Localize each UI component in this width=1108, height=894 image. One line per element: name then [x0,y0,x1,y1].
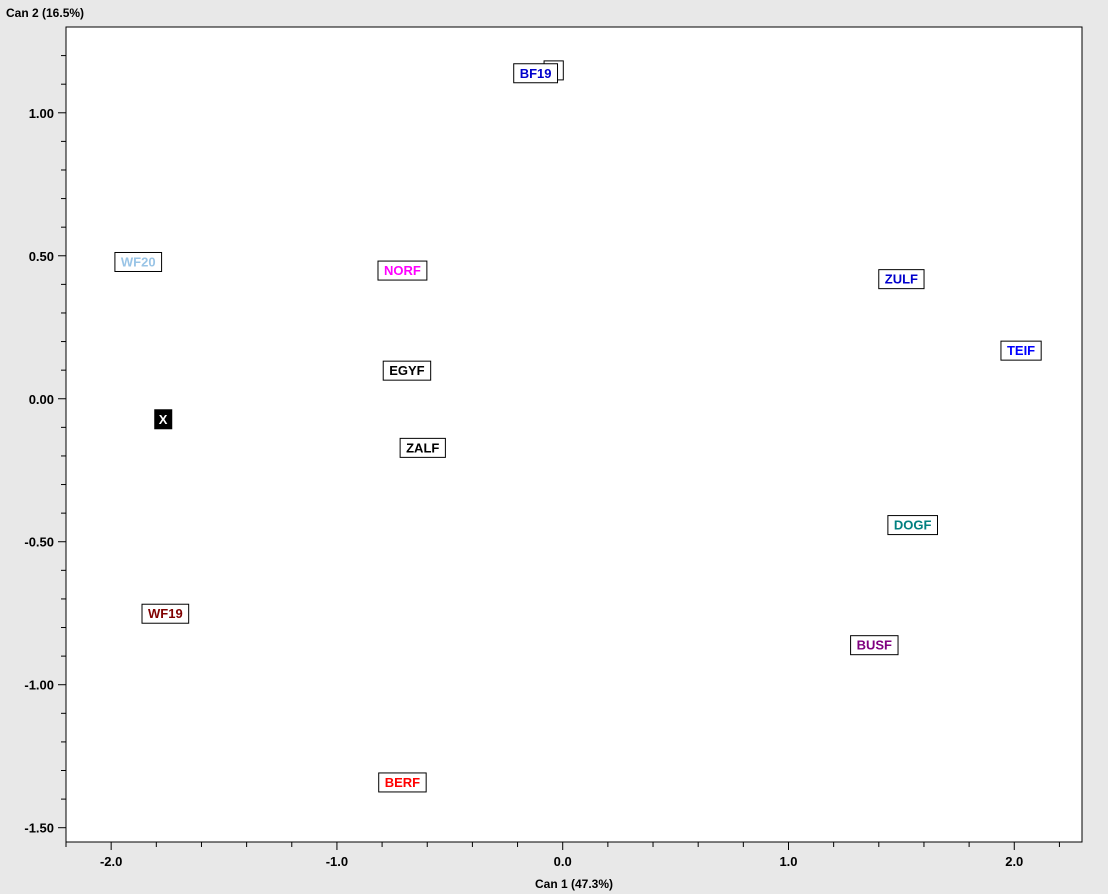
data-point-box [377,260,428,281]
data-point: TEIF [1000,340,1042,361]
data-point-box [1000,340,1042,361]
x-tick-label: 1.0 [779,854,797,869]
data-point: BUSF [850,635,899,656]
data-point-label: NORF [384,263,421,278]
data-point-box [399,437,446,458]
data-point: WF20 [114,251,163,272]
data-points: 0BF19WF20NORFZULFTEIFEGYFXZALFDOGFWF19BU… [114,60,1042,793]
data-point-label: X [159,412,168,427]
data-point-label: ZALF [406,440,439,455]
data-point: DOGF [887,515,938,536]
data-point-box [114,251,163,272]
plot-area [65,26,1083,843]
data-point-box [887,515,938,536]
y-axis-title: Can 2 (16.5%) [6,6,84,20]
y-tick-label: 0.00 [29,392,54,407]
data-point-label: BUSF [857,638,892,653]
data-point-label: BF19 [520,66,552,81]
data-point-box [878,269,925,290]
x-tick-label: 2.0 [1005,854,1023,869]
data-point: ZALF [399,437,446,458]
x-axis-title: Can 1 (47.3%) [535,877,613,891]
data-point: EGYF [382,360,432,381]
x-tick-label: -2.0 [100,854,122,869]
data-point: X [154,409,173,430]
data-point: WF19 [141,603,190,624]
y-tick-label: 0.50 [29,249,54,264]
data-point-box [141,603,190,624]
y-tick-label: -1.00 [24,678,54,693]
data-point: BF19 [513,63,559,84]
data-point-label: EGYF [389,363,424,378]
data-point-label: ZULF [885,272,918,287]
y-axis-ticks: -1.50 -1.00 -0.50 0.00 0.50 1.00 [24,55,66,836]
x-axis-ticks: -2.0 -1.0 0.0 1.0 2.0 [65,842,1060,869]
y-tick-label: -0.50 [24,535,54,550]
data-point-box [382,360,432,381]
x-tick-label: 0.0 [554,854,572,869]
data-point: NORF [377,260,428,281]
y-tick-label: 1.00 [29,106,54,121]
data-point-box [378,772,427,793]
data-point-box [850,635,899,656]
data-point-box [513,63,559,84]
data-point-label: DOGF [894,518,932,533]
data-point-box [154,409,173,430]
data-point-label: WF20 [121,254,156,269]
x-tick-label: -1.0 [326,854,348,869]
data-point-label: TEIF [1007,343,1035,358]
data-point-label: WF19 [148,606,183,621]
data-point: ZULF [878,269,925,290]
data-point: BERF [378,772,427,793]
data-point-label: BERF [385,775,420,790]
y-tick-label: -1.50 [24,821,54,836]
